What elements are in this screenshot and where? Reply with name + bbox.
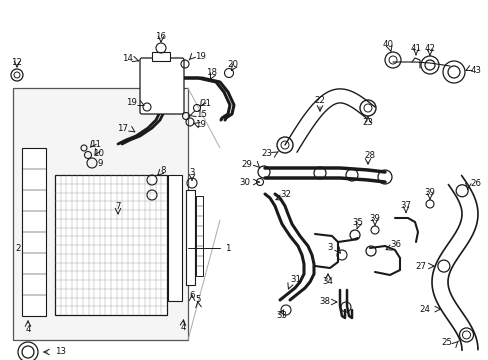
Text: 27: 27 [414, 262, 425, 271]
Bar [196, 196, 203, 276]
Text: 2: 2 [15, 243, 20, 252]
Text: 14: 14 [122, 54, 133, 63]
Text: 35: 35 [352, 217, 363, 226]
Text: 40: 40 [382, 40, 393, 49]
Text: 4: 4 [25, 325, 31, 334]
Text: 42: 42 [424, 44, 435, 53]
Text: 19: 19 [195, 51, 205, 60]
Text: 3: 3 [189, 167, 194, 176]
Text: 1: 1 [224, 243, 230, 252]
Text: 23: 23 [362, 117, 373, 126]
Text: 4: 4 [180, 324, 185, 333]
Text: 16: 16 [155, 32, 166, 41]
Text: 34: 34 [322, 278, 333, 287]
Text: 41: 41 [409, 44, 421, 53]
Text: 6: 6 [189, 291, 194, 300]
Bar [22, 148, 46, 316]
Text: 5: 5 [195, 296, 201, 305]
Text: 11: 11 [90, 140, 101, 149]
Text: 18: 18 [206, 68, 217, 77]
Text: 32: 32 [280, 189, 290, 198]
Text: 9: 9 [97, 158, 102, 167]
Text: 37: 37 [400, 201, 411, 210]
Bar [152, 52, 170, 61]
Text: 39: 39 [424, 188, 434, 197]
FancyBboxPatch shape [140, 58, 183, 114]
Text: 36: 36 [389, 239, 400, 248]
Text: 21: 21 [200, 99, 210, 108]
Bar [55, 175, 167, 315]
Text: 10: 10 [93, 149, 104, 158]
Text: 19: 19 [195, 120, 205, 129]
Text: 13: 13 [55, 347, 66, 356]
Text: 17: 17 [117, 123, 128, 132]
Text: 30: 30 [239, 177, 249, 186]
Text: 15: 15 [196, 109, 206, 118]
Text: 38: 38 [318, 297, 329, 306]
Bar [168, 175, 182, 301]
Text: 3: 3 [327, 243, 332, 252]
Text: 29: 29 [241, 159, 251, 168]
Text: 33: 33 [276, 311, 287, 320]
Text: 24: 24 [418, 305, 429, 314]
Text: 25: 25 [441, 338, 451, 347]
Bar [185, 190, 195, 285]
Text: 26: 26 [469, 179, 480, 188]
Text: 12: 12 [12, 58, 22, 67]
Bar [13, 88, 187, 340]
Text: 22: 22 [314, 95, 325, 104]
Text: 7: 7 [115, 202, 121, 211]
Text: 28: 28 [364, 150, 375, 159]
Text: 23: 23 [261, 149, 271, 158]
Text: 31: 31 [289, 275, 301, 284]
Text: 43: 43 [470, 66, 481, 75]
Text: 20: 20 [227, 59, 238, 68]
Text: 19: 19 [126, 98, 137, 107]
Text: 39: 39 [369, 213, 380, 222]
Text: 8: 8 [160, 166, 165, 175]
